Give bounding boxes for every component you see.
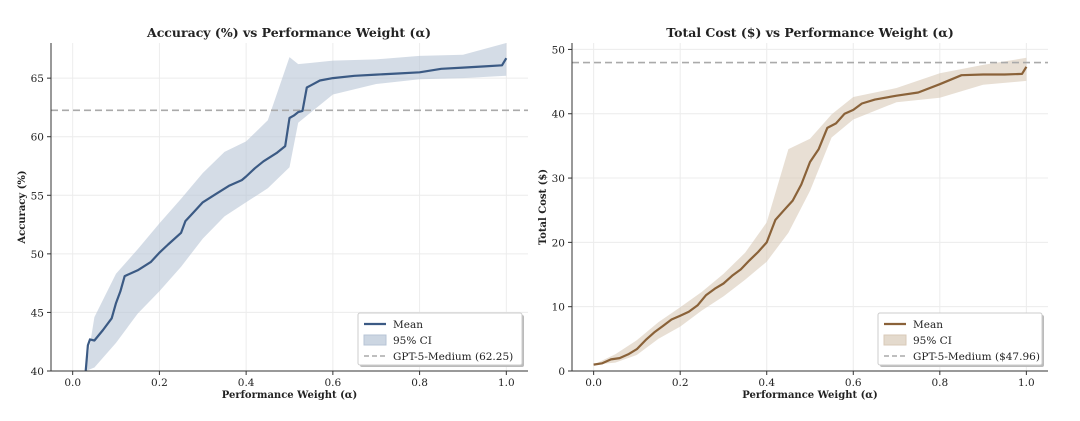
accuracy-y-axis-label: Accuracy (%) — [17, 170, 28, 244]
accuracy-y-tick-label: 60 — [31, 132, 44, 144]
cost-x-tick-label: 0.0 — [585, 377, 602, 389]
cost-y-tick-label: 10 — [552, 302, 565, 314]
accuracy-y-tick-label: 65 — [31, 73, 44, 85]
accuracy-y-tick-label: 40 — [31, 366, 44, 378]
accuracy-x-tick-label: 0.4 — [238, 377, 255, 389]
accuracy-y-tick-label: 50 — [31, 249, 44, 261]
cost-x-tick-label: 1.0 — [1018, 377, 1035, 389]
cost-x-tick-label: 0.2 — [672, 377, 689, 389]
cost-y-tick-label: 0 — [558, 366, 565, 378]
accuracy-legend-label-mean: Mean — [393, 319, 423, 331]
accuracy-x-tick-label: 1.0 — [498, 377, 515, 389]
cost-y-tick-label: 30 — [552, 173, 565, 185]
cost-y-tick-label: 20 — [552, 237, 565, 249]
cost-chart-panel: 0.0 0.2 0.4 0.6 0.8 1.0 0 10 20 30 40 50 Total Cost … — [538, 25, 1048, 401]
accuracy-legend-label-ci: 95% CI — [393, 335, 432, 347]
cost-x-tick-label: 0.6 — [845, 377, 862, 389]
cost-y-axis-label: Total Cost ($) — [538, 169, 549, 245]
accuracy-legend-box — [357, 312, 523, 366]
cost-y-tick-label: 40 — [552, 109, 565, 121]
accuracy-x-tick-label: 0.8 — [411, 377, 428, 389]
cost-mean-line — [593, 66, 1028, 366]
accuracy-y-tick-label: 45 — [31, 307, 44, 319]
accuracy-chart-panel: 0.0 0.2 0.4 0.6 0.8 1.0 40 45 50 55 60 65 Accuracy (… — [17, 25, 528, 401]
accuracy-x-axis-label: Performance Weight (α) — [222, 390, 357, 401]
cost-legend-label-ci: 95% CI — [913, 335, 952, 347]
accuracy-x-tick-label: 0.2 — [151, 377, 168, 389]
cost-chart-title: Total Cost ($) vs Performance Weight (α) — [666, 25, 954, 40]
accuracy-y-tick-label: 55 — [31, 190, 44, 202]
accuracy-x-tick-label: 0.6 — [325, 377, 342, 389]
accuracy-ci-band — [85, 43, 507, 371]
accuracy-x-tick-label: 0.0 — [64, 377, 81, 389]
accuracy-mean-line — [84, 57, 508, 372]
cost-y-tick-label: 50 — [552, 44, 565, 56]
cost-legend-label-mean: Mean — [913, 319, 943, 331]
cost-x-tick-label: 0.4 — [758, 377, 775, 389]
cost-legend-box — [877, 312, 1043, 366]
accuracy-legend-label-reference: GPT-5-Medium (62.25) — [393, 351, 513, 363]
accuracy-legend-ci-swatch — [363, 334, 387, 346]
cost-x-tick-label: 0.8 — [931, 377, 948, 389]
cost-legend-ci-swatch — [883, 334, 907, 346]
cost-legend-label-reference: GPT-5-Medium ($47.96) — [913, 351, 1040, 363]
accuracy-chart-title: Accuracy (%) vs Performance Weight (α) — [146, 25, 431, 40]
cost-x-axis-label: Performance Weight (α) — [742, 390, 877, 401]
